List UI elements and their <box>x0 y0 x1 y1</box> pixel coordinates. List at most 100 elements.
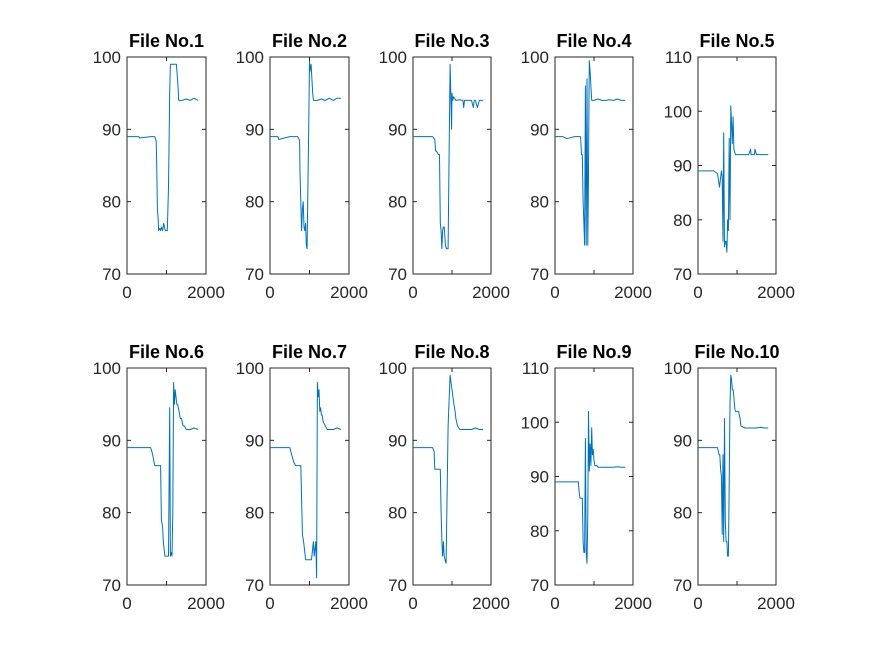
plot-frame <box>126 56 207 275</box>
subplot-4: 70 80 90 100 0 2000 File No.4 <box>521 31 652 302</box>
x-tick-label: 0 <box>122 283 131 302</box>
x-tick-label: 0 <box>265 594 274 613</box>
x-tick-label: 2000 <box>757 594 795 613</box>
y-tick-label: 70 <box>388 265 407 284</box>
y-tick-label: 70 <box>673 576 692 595</box>
subplot-title: File No.4 <box>556 31 631 51</box>
y-tick-label: 90 <box>102 431 121 450</box>
x-tick-label: 0 <box>550 283 559 302</box>
x-tick-label: 0 <box>265 283 274 302</box>
series-line <box>270 60 342 250</box>
y-tick-label: 90 <box>245 431 264 450</box>
plot-frame <box>412 367 492 586</box>
x-tick-label: 2000 <box>614 594 652 613</box>
y-tick-label: 70 <box>530 265 549 284</box>
subplot-7: 70 80 90 100 0 2000 File No.7 <box>236 342 368 613</box>
subplot-6: 70 80 90 100 0 2000 File No.6 <box>93 342 225 613</box>
y-tick-label: 100 <box>664 102 692 121</box>
y-tick-label: 70 <box>673 265 692 284</box>
series-line <box>555 60 626 246</box>
y-tick-label: 70 <box>245 576 264 595</box>
x-tick-label: 2000 <box>187 283 225 302</box>
y-tick-label: 100 <box>521 48 549 67</box>
y-tick-label: 110 <box>522 359 549 378</box>
y-tick-label: 70 <box>388 576 407 595</box>
x-tick-label: 2000 <box>187 594 225 613</box>
y-tick-label: 80 <box>673 211 692 230</box>
subplot-8: 70 80 90 100 0 2000 File No.8 <box>379 342 510 613</box>
series-line <box>413 374 484 564</box>
y-tick-label: 100 <box>379 48 407 67</box>
plot-frame <box>126 367 207 586</box>
subplot-title: File No.1 <box>129 31 204 51</box>
series-line <box>127 382 199 557</box>
y-tick-label: 110 <box>665 48 692 67</box>
subplot-title: File No.8 <box>414 342 489 362</box>
y-tick-label: 90 <box>388 120 407 139</box>
x-tick-label: 2000 <box>330 283 368 302</box>
x-tick-label: 2000 <box>472 594 510 613</box>
y-tick-label: 70 <box>102 576 121 595</box>
plot-frame <box>697 56 777 275</box>
plot-frame <box>412 56 492 275</box>
y-tick-label: 80 <box>245 193 264 212</box>
y-tick-label: 100 <box>236 359 264 378</box>
y-tick-label: 80 <box>530 522 549 541</box>
x-tick-label: 0 <box>693 283 702 302</box>
x-tick-label: 2000 <box>472 283 510 302</box>
plot-frame <box>697 367 777 586</box>
y-tick-label: 80 <box>530 193 549 212</box>
subplot-1: 70 80 90 100 0 2000 File No.1 <box>93 31 225 302</box>
y-tick-label: 100 <box>236 48 264 67</box>
y-tick-label: 80 <box>102 504 121 523</box>
subplot-10: 70 80 90 100 0 2000 File No.10 <box>664 342 795 613</box>
subplot-title: File No.2 <box>272 31 347 51</box>
y-tick-label: 90 <box>673 431 692 450</box>
y-tick-label: 70 <box>530 576 549 595</box>
x-tick-label: 0 <box>408 283 417 302</box>
subplot-3: 70 80 90 100 0 2000 File No.3 <box>379 31 510 302</box>
x-tick-label: 2000 <box>757 283 795 302</box>
x-tick-label: 2000 <box>614 283 652 302</box>
x-tick-label: 2000 <box>330 594 368 613</box>
subplot-title: File No.9 <box>556 342 631 362</box>
subplot-9: 70 80 90 100 110 0 2000 File No.9 <box>521 342 652 613</box>
y-tick-label: 90 <box>102 120 121 139</box>
y-tick-label: 70 <box>245 265 264 284</box>
series-line <box>698 105 769 253</box>
y-tick-label: 90 <box>673 157 692 176</box>
y-tick-label: 80 <box>388 504 407 523</box>
subplot-title: File No.3 <box>414 31 489 51</box>
subplot-title: File No.7 <box>272 342 347 362</box>
y-tick-label: 100 <box>521 413 549 432</box>
y-tick-label: 100 <box>379 359 407 378</box>
y-tick-label: 90 <box>245 120 264 139</box>
series-line <box>555 410 626 564</box>
series-line <box>413 63 484 250</box>
subplot-5: 70 80 90 100 110 0 2000 File No.5 <box>664 31 795 302</box>
subplot-2: 70 80 90 100 0 2000 File No.2 <box>236 31 368 302</box>
series-line <box>270 382 342 579</box>
y-tick-label: 90 <box>388 431 407 450</box>
subplot-title: File No.10 <box>694 342 779 362</box>
y-tick-label: 80 <box>102 193 121 212</box>
x-tick-label: 0 <box>408 594 417 613</box>
x-tick-label: 0 <box>122 594 131 613</box>
y-tick-label: 80 <box>245 504 264 523</box>
subplot-title: File No.5 <box>699 31 774 51</box>
x-tick-label: 0 <box>693 594 702 613</box>
series-line <box>127 63 199 232</box>
y-tick-label: 70 <box>102 265 121 284</box>
subplot-title: File No.6 <box>129 342 204 362</box>
y-tick-label: 80 <box>388 193 407 212</box>
y-tick-label: 100 <box>664 359 692 378</box>
y-tick-label: 90 <box>530 120 549 139</box>
y-tick-label: 80 <box>673 504 692 523</box>
series-line <box>698 374 769 557</box>
plot-frame <box>554 367 634 586</box>
y-tick-label: 100 <box>93 48 121 67</box>
plot-frame <box>269 367 350 586</box>
plot-frame <box>554 56 634 275</box>
x-tick-label: 0 <box>550 594 559 613</box>
